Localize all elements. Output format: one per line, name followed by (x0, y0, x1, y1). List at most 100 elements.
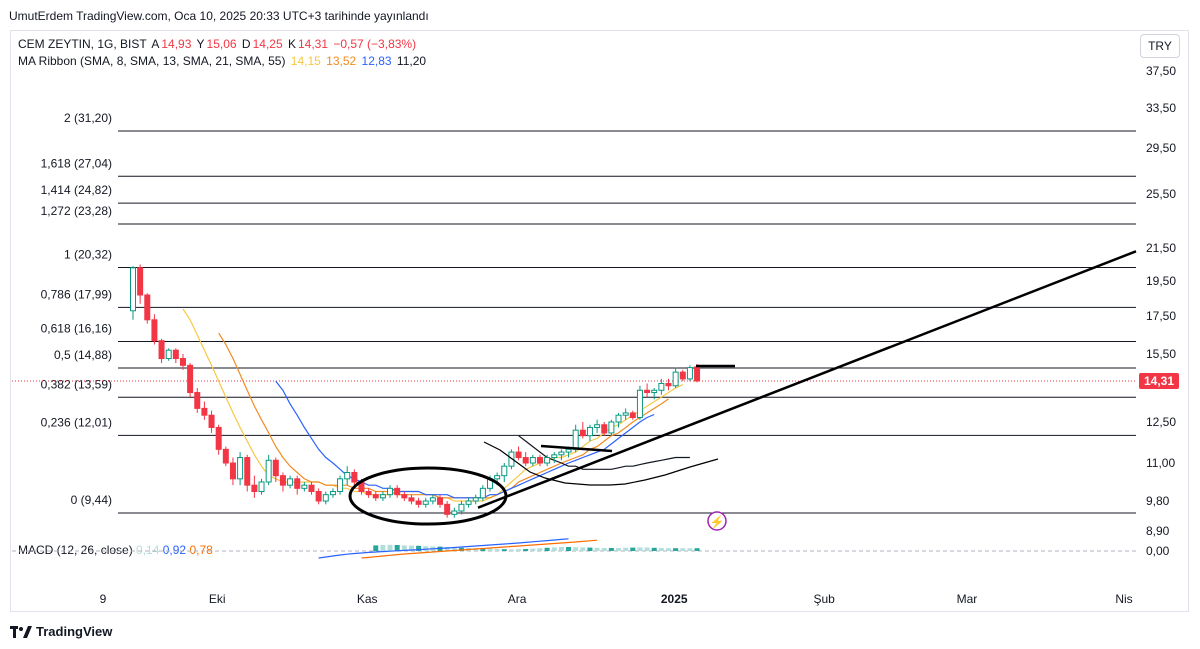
candle-up (636, 389, 643, 418)
candle-down (144, 294, 151, 321)
candle-up (558, 451, 565, 456)
macd-histogram-bar (480, 548, 486, 551)
macd-histogram-bar (694, 548, 700, 551)
candle-up (237, 457, 244, 480)
candle-up (465, 500, 472, 505)
macd-histogram-bar (523, 549, 529, 551)
candle-down (415, 500, 422, 505)
chart-frame (10, 30, 1189, 612)
macd-histogram-bar (487, 548, 493, 551)
candle-down (279, 475, 286, 486)
time-axis-tick: 2025 (661, 592, 688, 606)
macd-histogram-bar (444, 547, 450, 551)
candle-down (679, 371, 686, 380)
candle-down (208, 414, 215, 428)
change-value: −0,57 (−3,83%) (333, 37, 417, 51)
macd-histogram-bar (537, 548, 543, 551)
candle-up (344, 472, 351, 480)
price-axis-tick: 12,50 (1146, 415, 1176, 429)
price-axis-tick: 17,50 (1146, 309, 1176, 323)
macd-histogram-bar (416, 545, 422, 551)
candle-up (551, 454, 558, 459)
price-axis-tick: 11,00 (1146, 456, 1175, 470)
ma8-line (182, 308, 684, 502)
candle-down (401, 494, 408, 499)
candle-up (672, 371, 679, 387)
candle-up (337, 478, 344, 493)
time-axis-tick: 9 (100, 592, 107, 606)
candle-up (458, 503, 465, 512)
candle-up (451, 510, 458, 515)
fib-level-label: 0,618 (16,16) (41, 321, 112, 335)
macd-histogram-bar (608, 548, 614, 551)
macd-histogram-bar (451, 547, 457, 551)
candle-up (301, 484, 308, 489)
publish-line: UmutErdem TradingView.com, Oca 10, 2025 … (9, 9, 429, 23)
candle-down (215, 426, 222, 450)
ma13-line (218, 332, 669, 499)
macd-histogram-bar (408, 545, 414, 551)
candle-down (444, 503, 451, 515)
candle-down (665, 382, 672, 387)
macd-label[interactable]: MACD (12, 26, close) (18, 543, 133, 557)
currency-button[interactable]: TRY (1140, 34, 1180, 58)
fib-level-label: 1,618 (27,04) (41, 156, 112, 170)
price-axis-tick: 8,90 (1146, 524, 1170, 538)
macd-hist-value: 0,14 (136, 543, 160, 557)
brand-name: TradingView (36, 624, 113, 639)
fib-level-label: 0,786 (17,99) (41, 287, 112, 301)
candle-up (165, 349, 172, 360)
resistance-line-drawing (540, 444, 613, 453)
candle-up (686, 367, 693, 380)
macd-histogram-bar (551, 547, 557, 551)
fib-level-label: 0,5 (14,88) (54, 348, 112, 362)
ribbon-label[interactable]: MA Ribbon (SMA, 8, SMA, 13, SMA, 21, SMA… (18, 54, 286, 68)
ma21-value: 12,83 (361, 54, 392, 68)
price-axis-tick: 15,50 (1146, 347, 1176, 361)
macd-histogram-bar (380, 545, 386, 551)
tradingview-logo: TradingView (10, 624, 112, 639)
candle-down (201, 407, 208, 416)
macd-histogram-bar (387, 544, 393, 551)
ma13-value: 13,52 (326, 54, 357, 68)
open-value: 14,93 (161, 37, 192, 51)
candle-down (372, 494, 379, 499)
macd-histogram-bar (394, 545, 400, 551)
ma55-value: 11,20 (396, 54, 427, 68)
symbol-name[interactable]: CEM ZEYTIN, 1G, BIST (18, 37, 147, 51)
macd-histogram-bar (594, 547, 600, 551)
highlight-circle-drawing (348, 466, 508, 526)
candle-up (622, 412, 629, 416)
candle-down (694, 366, 701, 382)
candle-down (408, 497, 415, 502)
fib-level-label: 0 (9,44) (71, 493, 112, 507)
macd-histogram-bar (401, 545, 407, 551)
macd-signal-line (361, 539, 598, 559)
fib-level-label: 1,272 (23,28) (41, 204, 112, 218)
candle-up (658, 382, 665, 391)
time-axis-tick: Ara (508, 592, 527, 606)
long-ma-drawing (483, 441, 719, 486)
candle-up (265, 459, 272, 483)
macd-histogram-bar (573, 547, 579, 551)
fib-level-label: 0,382 (13,59) (41, 377, 112, 391)
macd-histogram-bar (530, 548, 536, 551)
trend-line-drawing (477, 250, 1137, 509)
candle-up (472, 497, 479, 502)
time-axis-tick: Nis (1115, 592, 1132, 606)
candle-up (429, 497, 436, 502)
candle-up (529, 457, 536, 464)
macd-histogram-bar (673, 548, 679, 551)
candle-down (644, 389, 651, 394)
macd-histogram-bar (544, 547, 550, 551)
candle-down (394, 487, 401, 496)
macd-histogram-bar (623, 547, 629, 551)
macd-histogram-bar (566, 547, 572, 551)
macd-histogram-bar (601, 548, 607, 551)
candle-up (322, 494, 329, 502)
candle-down (151, 319, 158, 342)
ribbon-legend: MA Ribbon (SMA, 8, SMA, 13, SMA, 21, SMA… (18, 54, 428, 68)
fib-level-label: 0,236 (12,01) (41, 415, 112, 429)
price-axis-tick: 33,50 (1146, 101, 1176, 115)
